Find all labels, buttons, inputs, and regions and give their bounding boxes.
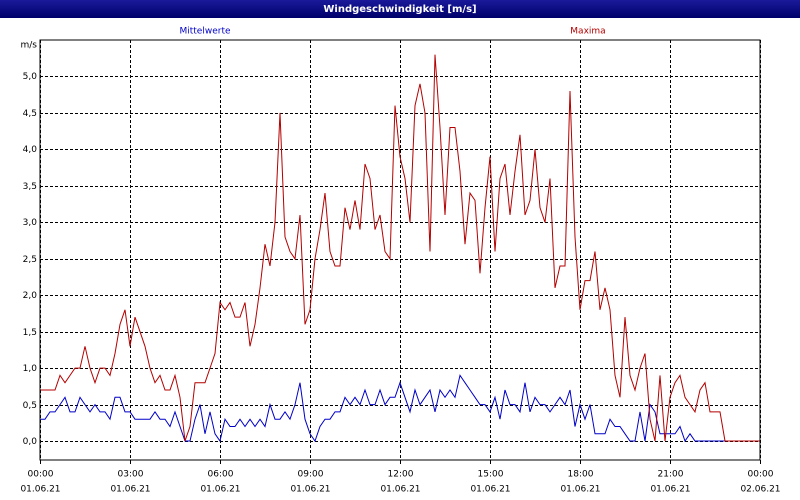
x-tick-label: 06:00 xyxy=(208,470,234,480)
title-bar xyxy=(0,0,800,18)
x-tick-label: 03:00 xyxy=(118,470,144,480)
y-tick-label: 1,0 xyxy=(23,364,38,374)
series-line xyxy=(40,374,760,443)
y-tick-label: 2,5 xyxy=(23,255,37,265)
series-line xyxy=(40,54,760,442)
y-tick-label: 3,0 xyxy=(23,218,38,228)
y-tick-label: 3,5 xyxy=(23,182,37,192)
y-tick-label: 4,0 xyxy=(23,145,38,155)
x-tick-label: 00:00 xyxy=(748,470,774,480)
x-tick-date: 02.06.21 xyxy=(740,485,780,495)
x-tick-label: 15:00 xyxy=(478,470,504,480)
y-tick-label: 2,0 xyxy=(23,291,38,301)
x-tick-label: 18:00 xyxy=(568,470,594,480)
y-tick-label: 0,5 xyxy=(23,401,37,411)
x-tick-date: 01.06.21 xyxy=(380,485,420,495)
y-tick-label: 0,0 xyxy=(23,437,38,447)
x-tick-date: 01.06.21 xyxy=(200,485,240,495)
y-unit-label: m/s xyxy=(21,41,38,51)
y-tick-label: 4,5 xyxy=(23,109,37,119)
chart-title: Windgeschwindigkeit [m/s] xyxy=(323,4,476,15)
legend-label: Maxima xyxy=(570,27,605,37)
legend-label: Mittelwerte xyxy=(179,27,230,37)
x-tick-date: 01.06.21 xyxy=(290,485,330,495)
x-tick-date: 01.06.21 xyxy=(110,485,150,495)
x-tick-date: 01.06.21 xyxy=(20,485,60,495)
y-tick-label: 1,5 xyxy=(23,328,37,338)
x-tick-date: 01.06.21 xyxy=(560,485,600,495)
x-tick-date: 01.06.21 xyxy=(470,485,510,495)
x-tick-label: 12:00 xyxy=(388,470,414,480)
x-tick-label: 09:00 xyxy=(298,470,324,480)
x-tick-label: 00:00 xyxy=(28,470,54,480)
x-tick-label: 21:00 xyxy=(658,470,684,480)
plot-frame xyxy=(39,39,761,461)
x-tick-date: 01.06.21 xyxy=(650,485,690,495)
y-tick-label: 5,0 xyxy=(23,72,38,82)
